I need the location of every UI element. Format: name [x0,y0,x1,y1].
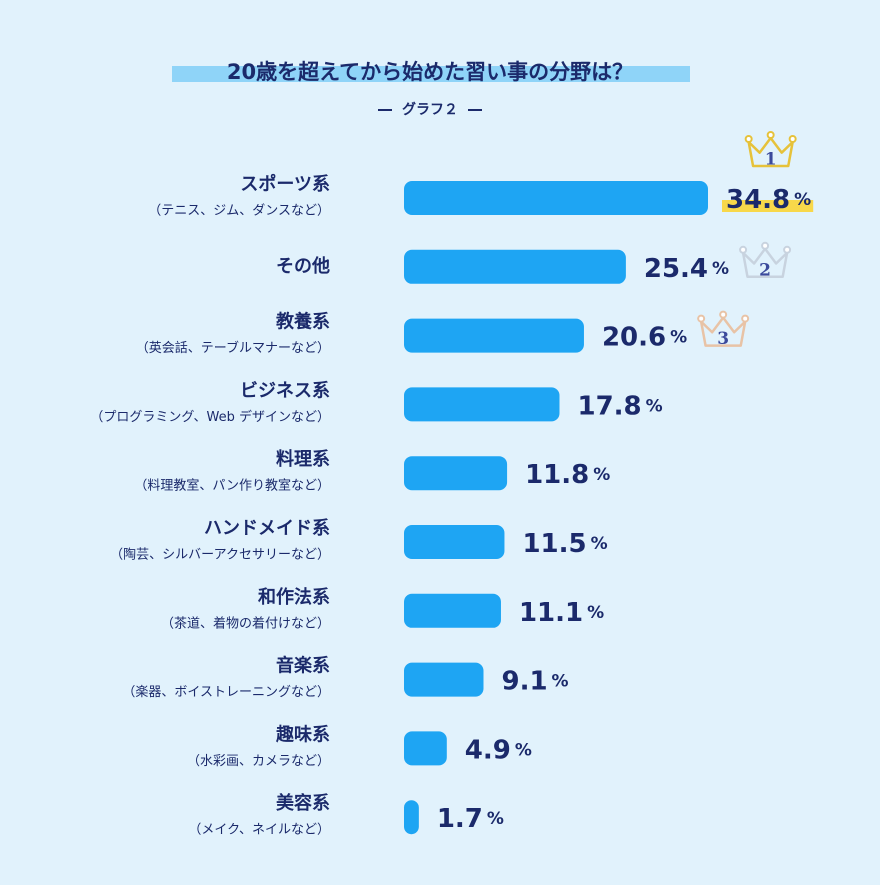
crown-outline [741,247,789,279]
bar [404,387,560,422]
category-label: ビジネス系 [240,380,330,401]
crown-dot [739,245,748,254]
category-sublabel: （茶道、着物の着付けなど） [161,615,330,631]
chart-subtitle: グラフ２ [402,101,458,118]
crown-dot [766,131,775,139]
category-sublabel: （プログラミング、Web デザインなど） [90,409,330,425]
crown-dot [741,314,750,323]
value-number: 34.8 [726,185,790,215]
category-sublabel: （楽器、ボイストレーニングなど） [122,684,330,700]
value-number: 11.1 [519,597,583,627]
value-label: 34.8% [726,185,811,215]
value-number: 4.9 [465,735,511,765]
value-label: 17.8% [577,391,662,421]
crown: 2 [739,241,792,280]
value-unit: % [591,534,608,554]
chart-title: 20歳を超えてから始めた習い事の分野は？ [227,60,633,84]
bar [404,181,708,215]
category-label: その他 [276,255,330,277]
crown-outline [699,316,747,347]
crown-dot [788,135,797,143]
category-label: スポーツ系 [240,173,330,195]
category-label: 和作法系 [258,586,330,608]
value-number: 17.8 [577,391,641,421]
crown-rank: 2 [759,260,771,280]
value-unit: % [515,740,532,760]
bar [404,593,501,628]
value-unit: % [712,259,729,279]
bar [404,456,508,491]
bar [404,731,447,766]
value-label: 4.9% [465,735,532,765]
category-label: 美容系 [276,792,330,814]
category-label: 料理系 [276,448,330,470]
bar [404,318,584,353]
crown-rank: 3 [717,329,729,349]
value-number: 25.4 [644,253,708,283]
value-number: 11.8 [525,460,589,490]
value-highlight [722,200,814,212]
value-unit: % [587,603,604,623]
value-label: 11.5% [522,529,607,559]
value-unit: % [646,396,663,416]
category-label: 趣味系 [275,724,330,745]
value-label: 25.4% [644,253,729,283]
crown-dot [744,135,753,143]
value-unit: % [670,328,687,348]
bar [404,662,484,697]
value-number: 11.5 [522,529,586,559]
value-label: 1.7% [437,804,504,834]
value-label: 11.1% [519,597,604,627]
value-unit: % [552,672,569,692]
value-number: 1.7 [437,804,483,834]
crown: 3 [697,310,750,349]
category-label: 教養系 [276,311,330,333]
value-unit: % [794,190,811,210]
crown-dot [697,314,706,323]
category-sublabel: （英会話、テーブルマナーなど） [136,340,330,356]
value-number: 9.1 [501,666,547,696]
value-label: 20.6% [602,322,687,352]
crown-dot [783,245,792,254]
category-sublabel: （水彩画、カメラなど） [187,754,330,769]
category-label: ハンドメイド系 [204,518,330,539]
category-sublabel: （料理教室、パン作り教室など） [134,478,330,494]
crown: 1 [744,131,797,170]
value-label: 9.1% [501,666,568,696]
category-label: 音楽系 [276,655,330,677]
category-sublabel: （陶芸、シルバーアクセサリーなど） [110,547,330,563]
crown-dot [719,310,728,319]
crown-rank: 1 [765,150,777,170]
bar [404,525,505,559]
crown-outline [747,136,794,168]
bar [404,800,419,835]
category-sublabel: （メイク、ネイルなど） [188,823,330,838]
crown-dot [761,241,770,250]
value-unit: % [593,465,610,485]
bar [404,249,626,284]
value-number: 20.6 [602,322,666,352]
value-unit: % [487,809,504,829]
category-sublabel: （テニス、ジム、ダンスなど） [148,204,330,219]
value-label: 11.8% [525,460,610,490]
title-highlight [172,66,690,82]
